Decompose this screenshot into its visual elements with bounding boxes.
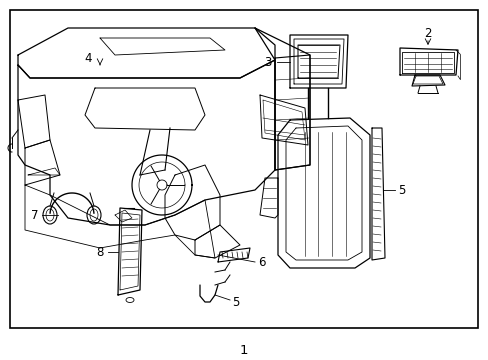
Text: 1: 1 bbox=[239, 343, 248, 356]
Text: 4: 4 bbox=[84, 51, 92, 64]
Ellipse shape bbox=[90, 209, 98, 221]
Text: 7: 7 bbox=[30, 208, 38, 221]
Ellipse shape bbox=[43, 206, 57, 224]
Ellipse shape bbox=[87, 206, 101, 224]
Text: 2: 2 bbox=[424, 27, 431, 40]
Text: 3: 3 bbox=[264, 55, 271, 68]
Ellipse shape bbox=[126, 297, 134, 302]
Ellipse shape bbox=[46, 209, 54, 221]
Bar bbox=[10, 10, 477, 328]
Text: 5: 5 bbox=[397, 184, 405, 197]
Text: 8: 8 bbox=[97, 246, 104, 258]
Text: 6: 6 bbox=[258, 256, 265, 270]
Text: 5: 5 bbox=[231, 296, 239, 309]
